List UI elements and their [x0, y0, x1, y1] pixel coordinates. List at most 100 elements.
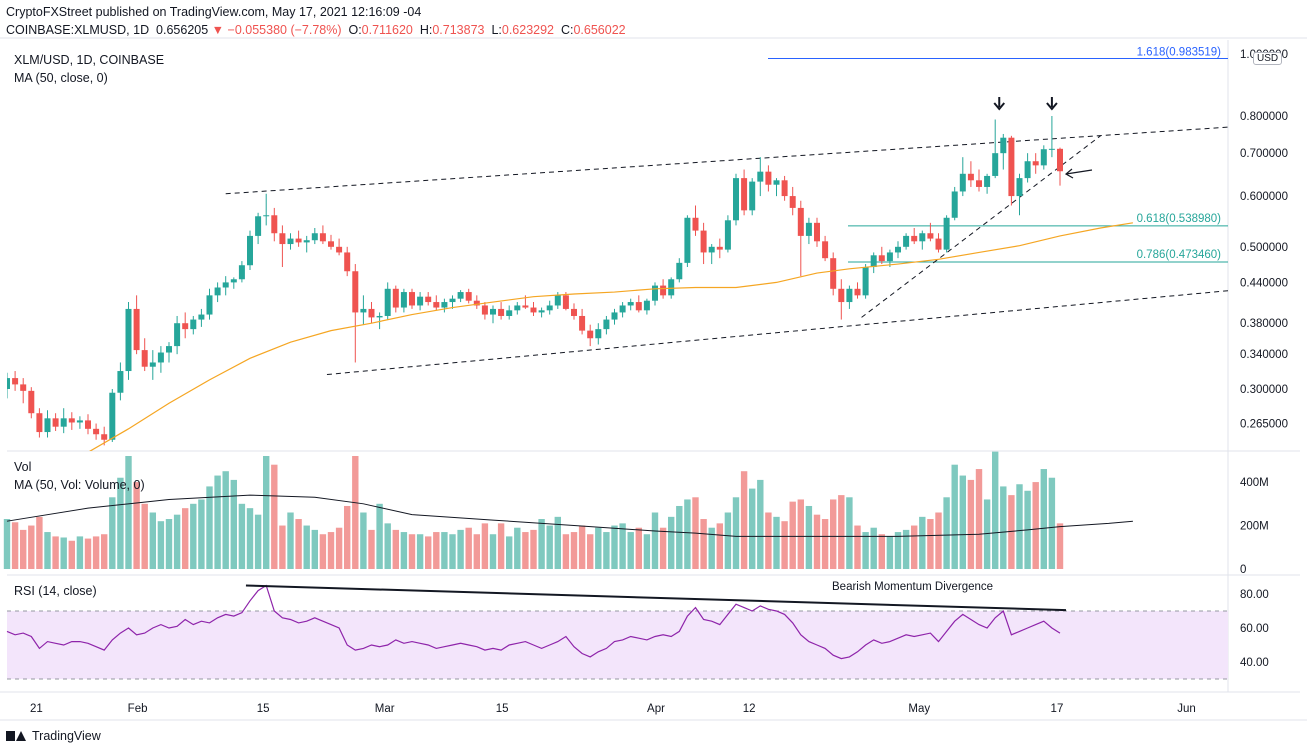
candle-body	[789, 196, 796, 208]
candle-body	[157, 352, 164, 363]
price-tick-label: 0.700000	[1240, 148, 1288, 160]
chart-canvas[interactable]: 1.0000000.8000000.7000000.6000000.500000…	[0, 0, 1307, 725]
volume-bar	[570, 532, 578, 569]
candle-body	[473, 300, 480, 306]
fib-0786-label: 0.786(0.473460)	[1137, 249, 1222, 261]
time-tick-label: May	[908, 703, 930, 715]
candle-body	[797, 207, 804, 236]
candle-body	[392, 288, 399, 308]
candle-body	[287, 238, 294, 245]
volume-bar	[911, 525, 918, 569]
volume-bar	[1040, 469, 1047, 569]
candle-body	[724, 220, 731, 250]
volume-bar	[1016, 484, 1023, 569]
candle-body	[1016, 178, 1023, 197]
rsi-legend: RSI (14, close)	[14, 584, 97, 598]
candle-body	[652, 285, 658, 301]
volume-bar	[935, 512, 942, 569]
volume-bar	[765, 512, 772, 569]
open-value: 0.711620	[361, 23, 413, 37]
volume-bar	[716, 523, 723, 569]
candle-body	[870, 255, 877, 268]
volume-bar	[635, 527, 642, 569]
volume-bar	[619, 523, 626, 569]
price-tick-label: 0.440000	[1240, 277, 1288, 289]
volume-bar	[1008, 495, 1015, 569]
candle-body	[927, 233, 934, 239]
candle-body	[862, 267, 869, 296]
candle-body	[441, 302, 448, 308]
publisher-text: CryptoFXStreet published on TradingView.…	[6, 5, 422, 19]
candle-body	[271, 215, 278, 234]
candle-body	[1057, 148, 1063, 172]
candle-body	[166, 346, 172, 353]
candle-body	[417, 296, 424, 306]
volume-bar	[603, 532, 610, 569]
volume-bar	[830, 499, 837, 569]
candle-body	[660, 285, 667, 296]
candle-body	[603, 319, 610, 330]
volume-bar	[643, 534, 651, 569]
volume-bar	[263, 456, 270, 569]
candle-body	[125, 308, 132, 372]
candle-body	[433, 302, 440, 308]
candle-body	[255, 216, 262, 236]
candle-body	[976, 180, 982, 187]
candle-body	[247, 235, 253, 266]
volume-bar	[943, 497, 950, 569]
volume-bar	[668, 516, 675, 569]
volume-bar	[60, 537, 67, 569]
volume-bar	[384, 523, 391, 569]
volume-bar	[173, 514, 181, 569]
candle-body	[838, 288, 845, 303]
candle-body	[716, 246, 723, 250]
main-title: XLM/USD, 1D, COINBASE	[14, 53, 165, 67]
down-arrow-icon: ▼	[211, 23, 225, 37]
high-label: H:	[419, 23, 433, 37]
candle-body	[522, 305, 529, 308]
price-pane	[7, 58, 1228, 451]
candle-body	[263, 215, 270, 217]
volume-bar	[28, 525, 35, 569]
candle-body	[822, 241, 829, 259]
candle-body	[643, 300, 650, 311]
price-tick-label: 0.380000	[1240, 318, 1288, 330]
volume-bar	[11, 522, 19, 569]
candle-body	[360, 308, 367, 313]
volume-bar	[684, 499, 691, 569]
candle-body	[676, 262, 683, 280]
candle-body	[951, 191, 958, 218]
candle-body	[498, 308, 505, 316]
volume-bar	[246, 508, 254, 569]
candle-body	[12, 378, 19, 385]
volume-bar	[303, 525, 310, 569]
candle-body	[101, 434, 108, 440]
volume-bar	[1032, 482, 1039, 569]
volume-bar	[870, 527, 877, 569]
candle-body	[708, 246, 715, 253]
volume-bar	[214, 475, 221, 569]
candle-body	[684, 217, 691, 263]
price-tick-label: 0.600000	[1240, 191, 1288, 203]
candle-body	[919, 233, 926, 242]
vol-ma-legend: MA (50, Vol: Volume, 0)	[14, 478, 145, 492]
volume-bar	[44, 532, 51, 569]
candle-body	[198, 314, 205, 320]
currency-badge[interactable]: USD	[1253, 52, 1283, 65]
rsi-line	[6, 584, 1061, 660]
candle-body	[538, 310, 545, 313]
volume-bar	[457, 529, 464, 569]
volume-bar	[368, 529, 375, 569]
candle-body	[911, 235, 918, 242]
volume-bar	[821, 519, 829, 569]
change-text: −0.055380 (−7.78%)	[227, 23, 342, 37]
candle-body	[741, 178, 748, 211]
candle-body	[465, 292, 472, 301]
volume-bar	[992, 451, 999, 569]
candle-body	[546, 305, 553, 311]
price-tick-label: 0.265000	[1240, 419, 1288, 431]
candle-body	[579, 315, 586, 331]
candle-body	[109, 392, 116, 440]
volume-bar	[92, 536, 100, 569]
volume-bar	[773, 516, 780, 569]
